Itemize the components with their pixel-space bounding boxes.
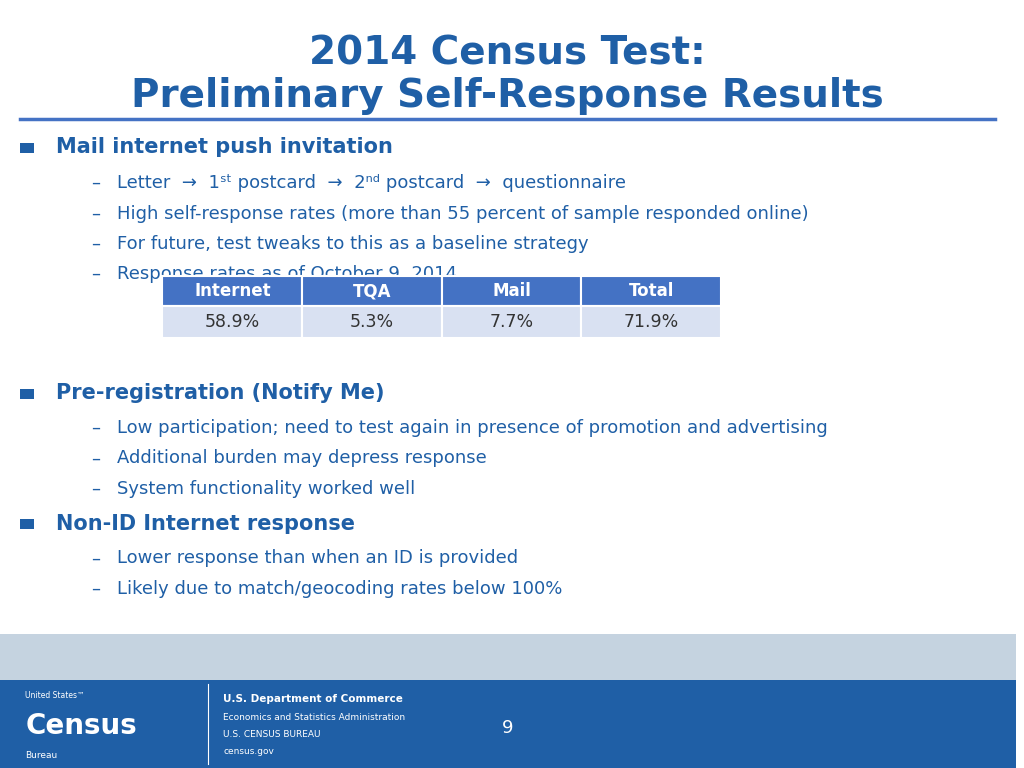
Text: –: – <box>91 580 100 598</box>
Text: –: – <box>91 419 100 437</box>
Text: 2014 Census Test:: 2014 Census Test: <box>309 35 707 73</box>
Text: High self-response rates (more than 55 percent of sample responded online): High self-response rates (more than 55 p… <box>117 204 808 223</box>
Text: Mail internet push invitation: Mail internet push invitation <box>56 137 393 157</box>
Text: Mail: Mail <box>493 282 531 300</box>
Text: 5.3%: 5.3% <box>350 313 394 331</box>
Text: Economics and Statistics Administration: Economics and Statistics Administration <box>223 713 406 722</box>
Text: Internet: Internet <box>194 282 270 300</box>
FancyBboxPatch shape <box>441 306 582 338</box>
Text: Letter  →  1ˢᵗ postcard  →  2ⁿᵈ postcard  →  questionnaire: Letter → 1ˢᵗ postcard → 2ⁿᵈ postcard → q… <box>117 174 626 192</box>
Text: U.S. Department of Commerce: U.S. Department of Commerce <box>223 694 403 704</box>
Text: –: – <box>91 265 100 283</box>
FancyBboxPatch shape <box>582 306 721 338</box>
FancyBboxPatch shape <box>163 276 302 306</box>
Text: 71.9%: 71.9% <box>624 313 679 331</box>
FancyBboxPatch shape <box>582 276 721 306</box>
FancyBboxPatch shape <box>20 143 34 153</box>
Text: –: – <box>91 174 100 192</box>
Text: Pre-registration (Notify Me): Pre-registration (Notify Me) <box>56 383 384 403</box>
Text: For future, test tweaks to this as a baseline strategy: For future, test tweaks to this as a bas… <box>117 235 589 253</box>
Text: Response rates as of October 9, 2014: Response rates as of October 9, 2014 <box>117 265 457 283</box>
FancyBboxPatch shape <box>302 276 441 306</box>
Text: 9: 9 <box>502 720 514 737</box>
Text: Likely due to match/geocoding rates below 100%: Likely due to match/geocoding rates belo… <box>117 580 562 598</box>
Text: Low participation; need to test again in presence of promotion and advertising: Low participation; need to test again in… <box>117 419 827 437</box>
FancyBboxPatch shape <box>0 680 1016 768</box>
Text: –: – <box>91 235 100 253</box>
Text: –: – <box>91 549 100 568</box>
Text: Total: Total <box>629 282 674 300</box>
FancyBboxPatch shape <box>0 634 1016 680</box>
FancyBboxPatch shape <box>302 306 441 338</box>
FancyBboxPatch shape <box>20 389 34 399</box>
Text: U.S. CENSUS BUREAU: U.S. CENSUS BUREAU <box>223 730 321 739</box>
Text: Additional burden may depress response: Additional burden may depress response <box>117 449 486 468</box>
Text: TQA: TQA <box>352 282 391 300</box>
Text: –: – <box>91 449 100 468</box>
Text: Preliminary Self-Response Results: Preliminary Self-Response Results <box>131 77 884 115</box>
Text: census.gov: census.gov <box>223 746 274 756</box>
Text: United States™: United States™ <box>26 691 85 700</box>
Text: Non-ID Internet response: Non-ID Internet response <box>56 514 355 534</box>
FancyBboxPatch shape <box>163 306 302 338</box>
Text: 7.7%: 7.7% <box>489 313 534 331</box>
Text: –: – <box>91 204 100 223</box>
Text: Bureau: Bureau <box>26 751 57 760</box>
FancyBboxPatch shape <box>441 276 582 306</box>
FancyBboxPatch shape <box>20 519 34 529</box>
Text: Census: Census <box>26 712 137 740</box>
Text: –: – <box>91 480 100 498</box>
Text: Lower response than when an ID is provided: Lower response than when an ID is provid… <box>117 549 518 568</box>
Text: System functionality worked well: System functionality worked well <box>117 480 415 498</box>
Text: 58.9%: 58.9% <box>205 313 260 331</box>
